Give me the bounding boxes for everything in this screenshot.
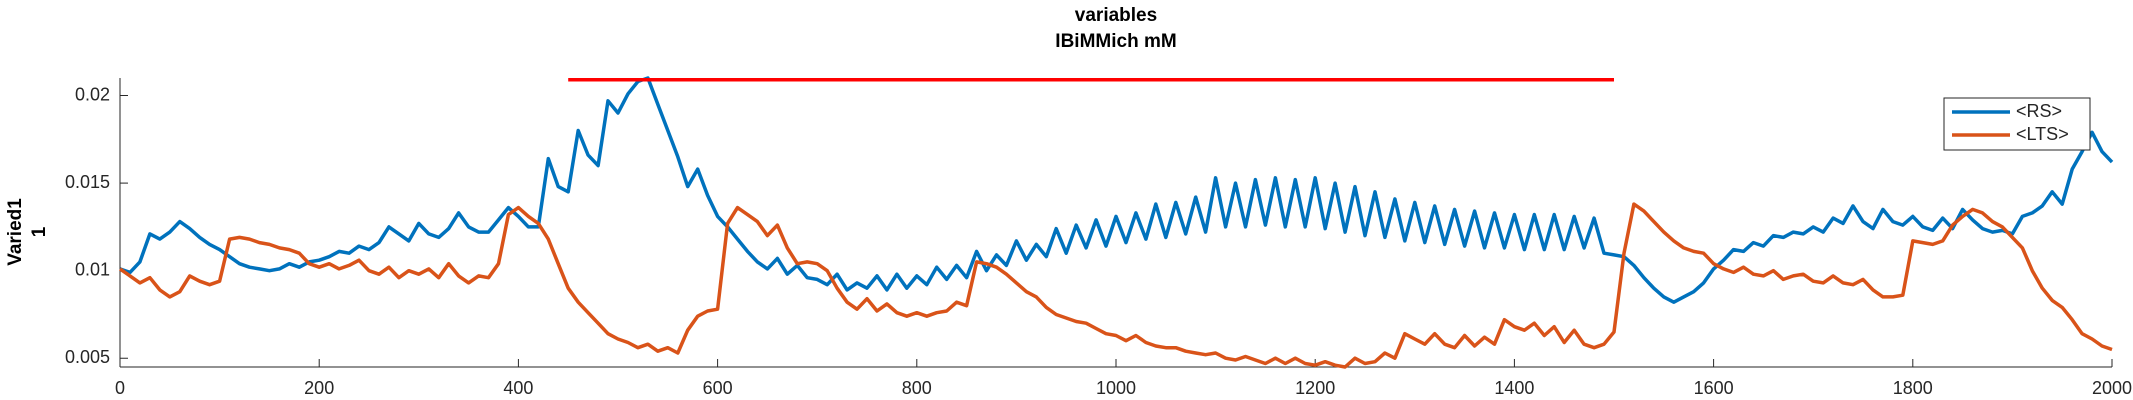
x-tick-label: 200: [304, 378, 334, 398]
x-tick-label: 1000: [1096, 378, 1136, 398]
legend-box: [1943, 97, 2091, 151]
chart-title: variables: [1075, 5, 1157, 26]
y-tick-label: 0.02: [75, 84, 110, 104]
x-tick-label: 600: [703, 378, 733, 398]
y-tick-label: 0.015: [65, 172, 110, 192]
x-tick-label: 0: [115, 378, 125, 398]
series-line: [118, 202, 2113, 369]
y-axis-label: Varied1: [5, 198, 26, 266]
legend-label: <LTS>: [2016, 124, 2069, 144]
y-axis-label: 1: [29, 226, 50, 237]
x-tick-label: 1600: [1694, 378, 1734, 398]
series-line: [119, 76, 2114, 304]
x-tick-label: 400: [503, 378, 533, 398]
y-tick-label: 0.01: [75, 259, 110, 279]
y-tick-label: 0.005: [65, 347, 110, 367]
x-tick-label: 800: [902, 378, 932, 398]
chart-subtitle: IBiMMich mM: [1055, 31, 1176, 52]
x-tick-label: 1400: [1494, 378, 1534, 398]
x-tick-label: 2000: [2092, 378, 2132, 398]
x-tick-label: 1200: [1295, 378, 1335, 398]
x-tick-label: 1800: [1893, 378, 1933, 398]
legend-label: <RS>: [2016, 101, 2062, 121]
